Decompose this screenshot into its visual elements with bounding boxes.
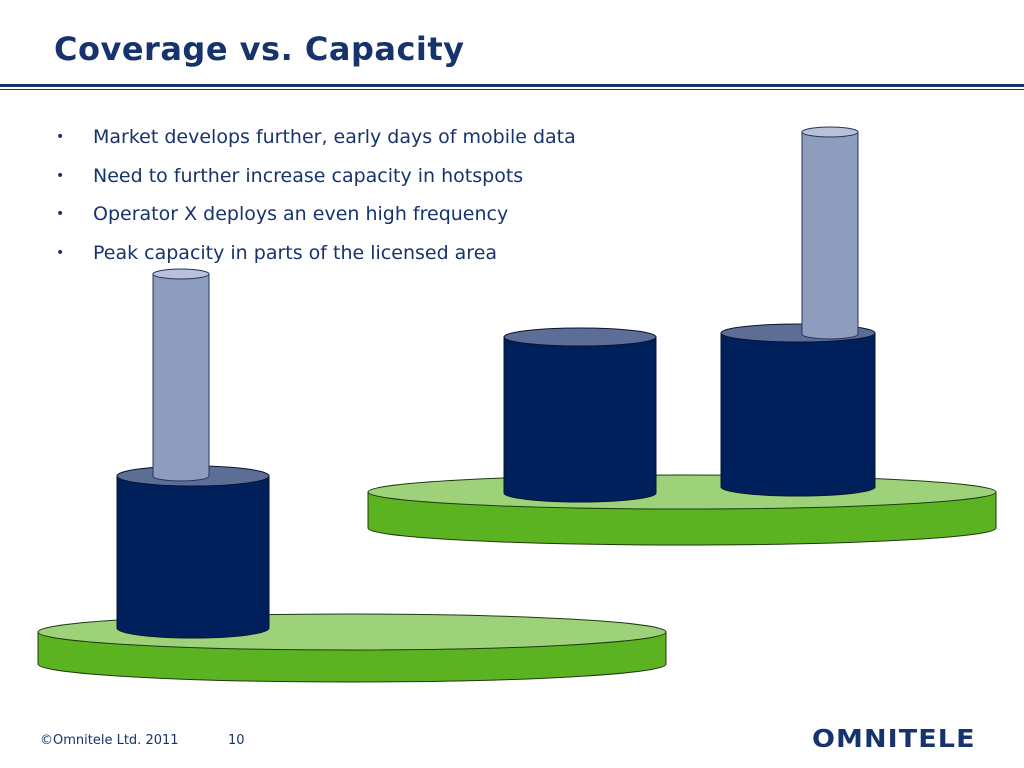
bullet-icon: • [56, 167, 65, 184]
bullet-item: • Operator X deploys an even high frequen… [56, 195, 576, 234]
slide-title: Coverage vs. Capacity [54, 30, 465, 68]
bullet-icon: • [56, 129, 65, 145]
bullet-icon: • [56, 206, 65, 222]
title-divider-thick [0, 84, 1024, 87]
bullet-icon: • [56, 244, 65, 261]
coverage-cell-cylinder-right-1 [503, 327, 657, 503]
coverage-area-disc-right [367, 474, 997, 546]
bullet-item: • Need to further increase capacity in ho… [56, 157, 576, 196]
bullet-text: Need to further increase capacity in hot… [93, 164, 524, 187]
bullet-list: • Market develops further, early days of … [56, 118, 576, 272]
capacity-cylinder-left [152, 268, 210, 482]
bullet-item: • Market develops further, early days of … [56, 118, 576, 157]
omnitele-logo: omnitele [812, 724, 976, 753]
coverage-cell-cylinder-right-2 [720, 323, 876, 497]
bullet-text: Operator X deploys an even high frequenc… [93, 203, 509, 225]
bullet-text: Market develops further, early days of m… [93, 126, 576, 148]
capacity-cylinder-right [801, 126, 859, 340]
coverage-cell-cylinder-left [116, 465, 270, 639]
bullet-item: • Peak capacity in parts of the licensed … [56, 234, 576, 273]
title-divider-thin [0, 89, 1024, 90]
page-number: 10 [228, 733, 245, 748]
footer-copyright: ©Omnitele Ltd. 2011 [40, 733, 179, 748]
bullet-text: Peak capacity in parts of the licensed a… [93, 241, 498, 264]
